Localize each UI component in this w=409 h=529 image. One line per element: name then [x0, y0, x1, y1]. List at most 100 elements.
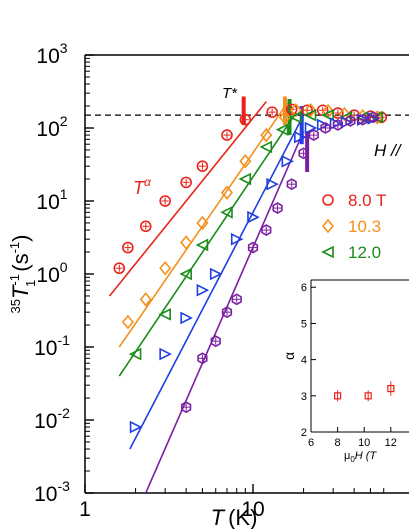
inset-y-label: α	[281, 352, 297, 360]
y-tick-base: 10	[36, 45, 59, 68]
data-point	[220, 185, 234, 200]
data-point	[281, 154, 295, 168]
inset-x-tick-label: 10	[358, 437, 370, 449]
data-point	[196, 160, 209, 172]
inset-x-tick-label: 6	[308, 437, 314, 449]
data-point	[266, 177, 279, 191]
talpha-annotation: Tα	[133, 175, 152, 198]
data-point	[260, 127, 273, 143]
data-point	[289, 103, 302, 118]
legend-label: 12.0	[348, 243, 381, 262]
y-label-unit-close: )	[8, 235, 33, 242]
y-tick-exp: 3	[60, 40, 68, 56]
data-point	[266, 106, 278, 118]
legend-label: 8.0 T	[348, 191, 386, 210]
inset-data-point	[364, 392, 372, 400]
fit-line	[108, 101, 267, 297]
y-tick-exp: 1	[60, 186, 68, 202]
fit-lines	[108, 101, 305, 493]
y-tick-exp: -3	[57, 478, 70, 494]
talpha-base: T	[133, 178, 146, 198]
y-tick-label: 102	[36, 113, 67, 141]
y-tick-base: 10	[36, 264, 59, 287]
fit-line	[118, 102, 288, 348]
data-point	[286, 178, 297, 191]
y-tick-exp: 0	[60, 259, 68, 275]
x-axis-unit: (K)	[228, 505, 257, 529]
inset-x-sub: 0	[350, 455, 355, 464]
data-point	[180, 311, 193, 325]
fit-line	[129, 114, 305, 450]
inset-x-tick-label: 8	[335, 437, 341, 449]
data-point	[220, 206, 233, 219]
data-point	[122, 241, 134, 254]
y-label-unit: (s	[8, 253, 33, 271]
data-point	[247, 241, 259, 254]
data-point	[210, 335, 221, 348]
data-point	[239, 154, 252, 169]
data-point	[159, 347, 172, 361]
inset-points	[334, 381, 395, 402]
y-tick-base: 10	[36, 191, 59, 214]
inset-y-tick-label: 3	[301, 391, 307, 403]
data-point	[195, 238, 209, 252]
data-point	[316, 118, 330, 132]
y-label-unit-sup: -1	[7, 242, 22, 254]
x-axis-ticks: 1 10	[79, 484, 385, 521]
data-point	[238, 172, 252, 186]
data-point	[158, 308, 171, 321]
legend-label: 10.3	[348, 217, 381, 236]
data-point	[196, 215, 209, 231]
data-point	[113, 262, 126, 275]
legend-marker	[322, 194, 334, 206]
data-point	[230, 232, 244, 246]
data-point	[221, 306, 233, 319]
data-point	[289, 111, 302, 124]
data-point	[196, 283, 210, 297]
y-tick-label: 101	[36, 186, 67, 214]
y-tick-label: 100	[36, 259, 67, 287]
inset-y-tick-label: 6	[301, 282, 307, 294]
y-axis-label: 35T-11(s-1)	[7, 235, 38, 314]
data-point	[221, 129, 233, 141]
data-point	[338, 106, 351, 122]
inset-x-ticks: 6 8 10 12	[308, 427, 397, 449]
data-point	[239, 113, 252, 126]
x-axis-var: T	[211, 505, 226, 529]
inset-y-ticks: 2 3 4 5 6	[301, 282, 316, 439]
x-tick-label: 10	[241, 498, 264, 521]
y-tick-label: 10-3	[34, 478, 70, 506]
data-point	[231, 293, 242, 306]
data-point	[159, 195, 171, 207]
data-point	[128, 347, 142, 361]
field-annotation: H //	[374, 141, 403, 160]
inset-chart: 2 3 4 5 6 6 8 10 12 α μ0H (T	[281, 268, 409, 464]
data-point	[275, 123, 289, 136]
y-label-pre: 35	[8, 299, 23, 313]
data-point	[285, 103, 298, 116]
data-point	[298, 147, 309, 160]
data-point	[180, 235, 193, 250]
data-point	[121, 314, 134, 330]
data-point	[129, 420, 143, 434]
data-point	[180, 176, 192, 189]
inset-y-tick-label: 2	[301, 427, 307, 439]
inset-y-tick-label: 4	[301, 355, 307, 367]
y-tick-exp: -1	[57, 332, 70, 348]
legend-marker	[321, 218, 335, 234]
y-tick-base: 10	[34, 483, 57, 506]
tstar-annotation: T*	[222, 85, 238, 102]
data-point	[209, 267, 223, 281]
data-point	[357, 113, 368, 126]
data-point	[371, 110, 384, 125]
inset-data-point	[334, 392, 342, 400]
data-point	[272, 202, 283, 214]
y-tick-base: 10	[36, 118, 59, 141]
data-point	[278, 110, 292, 125]
data-point	[139, 292, 152, 307]
y-label-sub: 1	[23, 280, 38, 287]
inset-data-point	[387, 384, 395, 393]
legend: 8.0 T 10.3 12.0	[321, 191, 386, 262]
data-point	[159, 260, 172, 276]
data-point	[247, 210, 260, 224]
